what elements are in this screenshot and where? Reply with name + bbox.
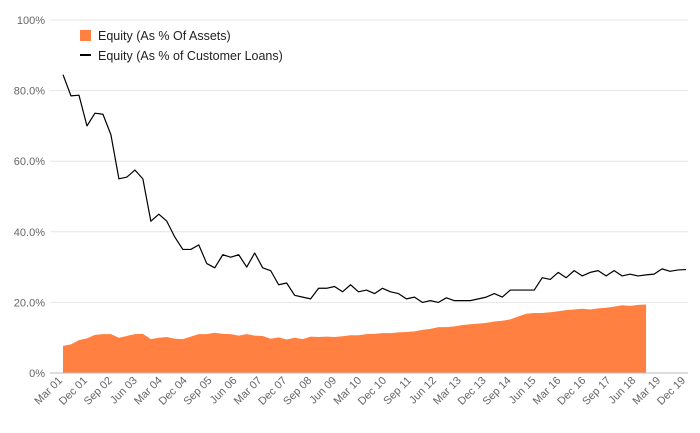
y-tick-label-100: 100% xyxy=(17,15,45,27)
x-tick-label-14: Sep 11 xyxy=(381,375,414,408)
area-equity-assets xyxy=(63,304,647,373)
x-tick-label-22: Sep 17 xyxy=(580,375,613,408)
y-tick-label-0: 0% xyxy=(29,368,45,380)
x-tick-label-10: Sep 08 xyxy=(281,375,314,408)
x-tick-label-18: Sep 14 xyxy=(481,375,514,408)
line-series-layer xyxy=(62,74,687,303)
x-tick-label-2: Sep 02 xyxy=(82,375,115,408)
x-tick-label-6: Sep 05 xyxy=(181,375,214,408)
y-tick-label-60: 60.0% xyxy=(14,156,45,168)
legend: Equity (As % Of Assets) Equity (As % of … xyxy=(80,29,283,63)
y-tick-label-80: 80.0% xyxy=(14,86,45,98)
legend-swatch-assets xyxy=(80,30,91,41)
grid-lines xyxy=(50,19,688,303)
x-tick-label-25: Dec 19 xyxy=(655,375,688,408)
y-tick-label-40: 40.0% xyxy=(14,227,45,239)
y-tick-label-20: 20.0% xyxy=(14,297,45,309)
legend-label-assets: Equity (As % Of Assets) xyxy=(98,29,231,43)
line-equity-loans xyxy=(62,74,687,303)
area-series-layer xyxy=(63,304,647,373)
y-axis-tick-labels: 0% 20.0% 40.0% 60.0% 80.0% 100% xyxy=(14,15,45,380)
legend-label-loans: Equity (As % of Customer Loans) xyxy=(98,49,283,63)
